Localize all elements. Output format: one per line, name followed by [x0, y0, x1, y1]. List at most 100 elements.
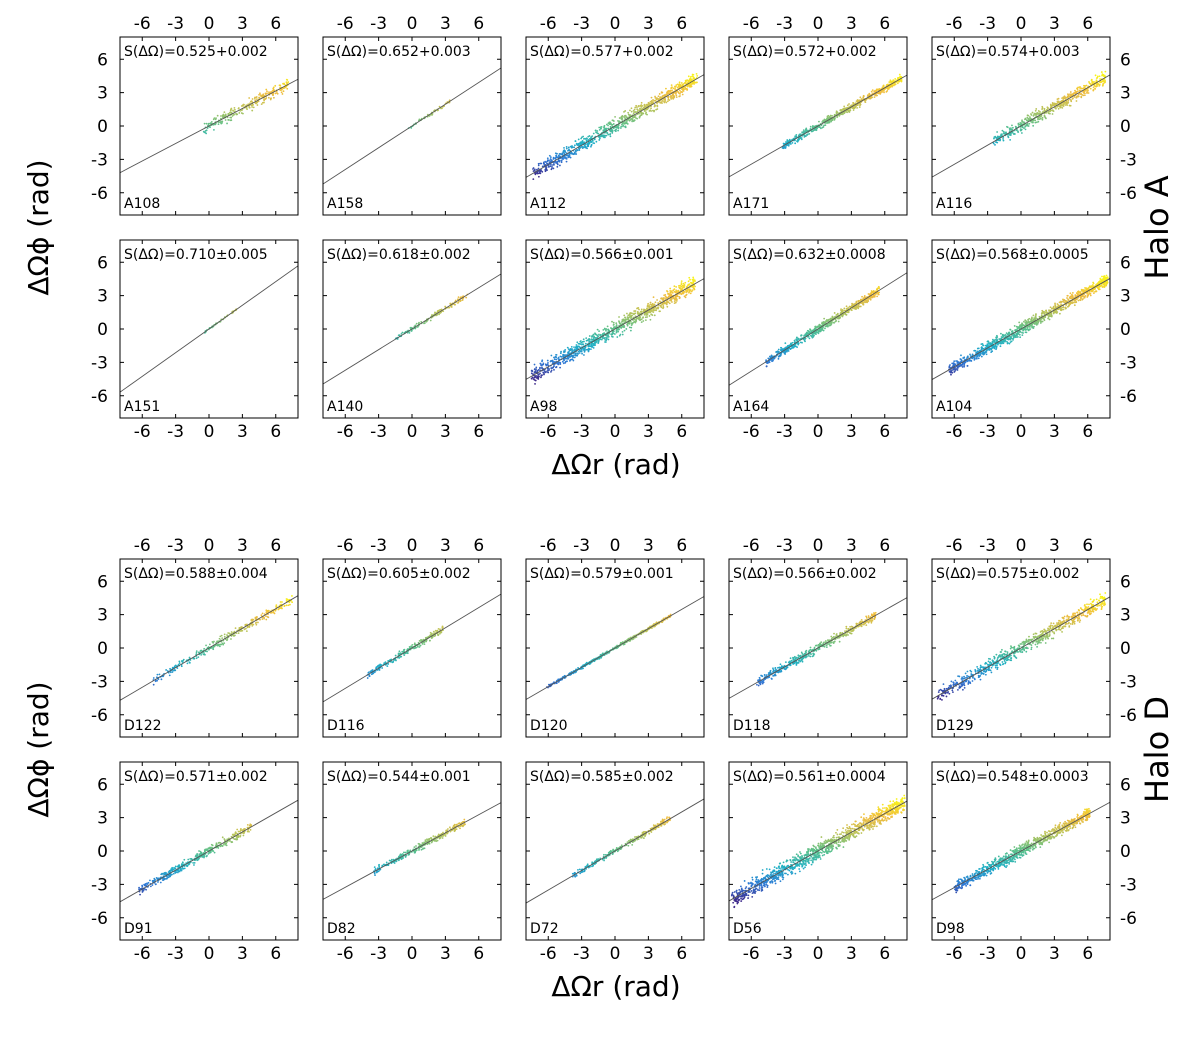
data-point [673, 288, 676, 291]
data-point [863, 297, 866, 299]
data-point [1086, 90, 1089, 92]
data-point [263, 98, 265, 101]
data-point [778, 355, 781, 358]
data-point [618, 322, 621, 325]
data-point [578, 352, 581, 354]
data-point [678, 85, 681, 88]
data-point [767, 357, 770, 360]
data-point [797, 342, 799, 345]
data-point [831, 316, 834, 319]
data-point [640, 318, 643, 321]
data-point [567, 348, 570, 351]
data-point [1067, 99, 1070, 102]
data-point [216, 114, 219, 117]
data-point [1091, 80, 1094, 83]
data-point [963, 365, 966, 368]
data-point [636, 117, 639, 120]
data-point [653, 304, 656, 306]
data-point [278, 84, 281, 87]
data-point [642, 320, 645, 322]
data-point [202, 130, 205, 133]
data-point [535, 366, 538, 369]
data-point [220, 115, 222, 117]
data-points [992, 70, 1107, 146]
data-point [583, 340, 585, 343]
data-point [1047, 110, 1050, 113]
data-point [573, 151, 576, 154]
data-point [647, 305, 650, 308]
data-point [1069, 292, 1072, 295]
data-point [546, 359, 549, 362]
data-point [585, 139, 588, 142]
data-point [577, 144, 579, 147]
data-point [625, 116, 627, 118]
data-point [777, 348, 780, 351]
data-point [220, 120, 222, 123]
data-point [590, 335, 593, 338]
data-point [565, 154, 568, 157]
data-point [843, 307, 846, 310]
data-point [566, 353, 569, 356]
y-tick-label: 3 [1120, 84, 1131, 104]
data-point [563, 152, 566, 155]
data-point [665, 87, 667, 90]
data-point [550, 369, 553, 372]
data-point [580, 343, 583, 346]
data-point [977, 357, 980, 360]
data-point [625, 318, 627, 321]
data-point [571, 355, 573, 358]
data-point [1094, 87, 1097, 90]
data-point [857, 299, 860, 302]
data-point [785, 141, 787, 143]
data-point [676, 295, 679, 298]
data-point [994, 143, 996, 146]
data-point [615, 126, 617, 129]
data-point [869, 298, 872, 301]
x-tick-label: 6 [270, 14, 281, 34]
data-point [541, 165, 544, 168]
data-point [653, 104, 656, 106]
data-point [580, 341, 583, 344]
data-point [556, 163, 559, 166]
data-point [682, 83, 685, 85]
data-point [809, 329, 812, 331]
data-point [609, 130, 612, 133]
data-point [1035, 121, 1038, 124]
data-point [1068, 104, 1071, 107]
data-point [829, 114, 832, 117]
data-point [646, 113, 648, 116]
data-point [531, 376, 534, 379]
data-point [1105, 284, 1108, 287]
data-point [830, 321, 832, 324]
data-point [1080, 87, 1083, 90]
data-point [660, 306, 663, 309]
data-point [596, 328, 599, 331]
data-point [631, 323, 634, 325]
data-point [669, 96, 672, 99]
data-point [1002, 139, 1005, 142]
data-point [649, 310, 651, 313]
data-point [843, 309, 846, 312]
data-point [229, 116, 232, 119]
data-point [582, 146, 585, 148]
data-point [576, 149, 579, 152]
fit-line [932, 74, 1110, 178]
data-point [663, 100, 665, 102]
data-point [575, 344, 578, 346]
data-point [799, 341, 802, 344]
data-point [878, 287, 880, 290]
data-point [459, 299, 462, 302]
data-point [253, 96, 256, 99]
data-point [1043, 115, 1046, 118]
data-point [574, 140, 577, 143]
data-point [891, 80, 893, 83]
data-point [645, 111, 647, 114]
data-point [665, 303, 668, 306]
data-point [800, 137, 803, 139]
x-tick-label: 3 [237, 422, 248, 442]
data-points [530, 276, 696, 385]
data-point [251, 106, 254, 108]
data-point [618, 320, 620, 323]
data-point [692, 281, 695, 284]
